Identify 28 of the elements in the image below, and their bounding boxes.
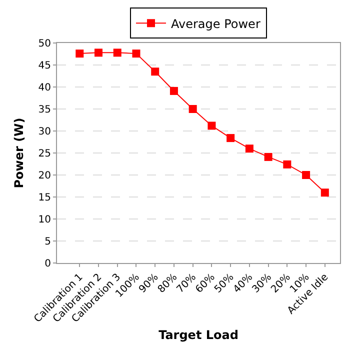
- y-tick-label: 25: [38, 148, 51, 160]
- y-tick-label: 50: [38, 38, 51, 50]
- point: [264, 152, 272, 161]
- point: [132, 50, 140, 58]
- y-tick-label: 10: [38, 214, 51, 226]
- y-tick-label: 0: [44, 258, 51, 270]
- y-tick-label: 5: [44, 236, 51, 248]
- y-tick-label: 40: [38, 82, 51, 94]
- point: [320, 188, 329, 197]
- point: [283, 160, 292, 168]
- point: [245, 144, 254, 153]
- legend-label: Average Power: [171, 16, 260, 31]
- point: [113, 48, 122, 57]
- point: [188, 105, 197, 113]
- y-tick-label: 20: [38, 170, 51, 182]
- point: [76, 50, 84, 58]
- x-axis-title: Target Load: [158, 328, 238, 342]
- y-tick-label: 35: [38, 104, 51, 116]
- point: [208, 122, 216, 130]
- y-axis-title: Power (W): [12, 118, 26, 188]
- point: [151, 68, 160, 76]
- point: [170, 86, 178, 95]
- point: [302, 171, 310, 179]
- y-tick-label: 45: [38, 60, 51, 72]
- point: [94, 48, 103, 57]
- y-tick-label: 15: [38, 192, 51, 204]
- y-tick-label: 30: [38, 126, 51, 138]
- point: [226, 134, 235, 142]
